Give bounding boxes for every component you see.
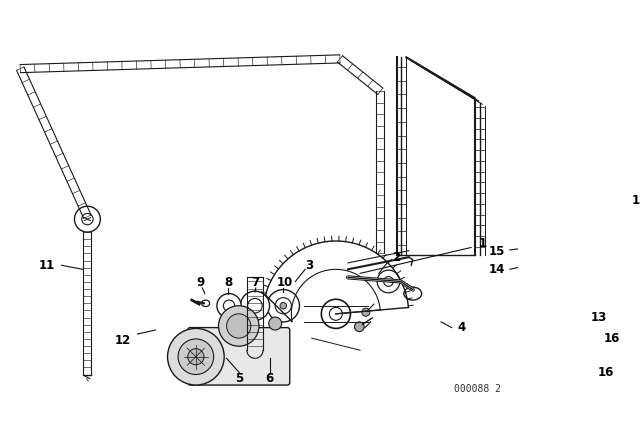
Circle shape <box>280 302 287 309</box>
Circle shape <box>355 322 364 332</box>
Text: 13: 13 <box>591 311 607 324</box>
Circle shape <box>540 375 548 383</box>
Ellipse shape <box>404 287 422 300</box>
Circle shape <box>377 270 400 293</box>
Circle shape <box>529 248 535 255</box>
Circle shape <box>267 289 300 322</box>
Text: 3: 3 <box>305 259 313 272</box>
Text: 7: 7 <box>252 276 260 289</box>
Text: 10: 10 <box>276 276 293 289</box>
Text: 1: 1 <box>479 237 487 250</box>
Circle shape <box>528 260 536 268</box>
Text: 11: 11 <box>39 259 55 272</box>
Ellipse shape <box>202 300 210 306</box>
Circle shape <box>217 293 241 318</box>
Circle shape <box>534 322 542 330</box>
Circle shape <box>178 339 214 375</box>
Circle shape <box>168 328 224 385</box>
Circle shape <box>218 306 259 346</box>
Text: 14: 14 <box>489 263 505 276</box>
FancyBboxPatch shape <box>188 327 290 385</box>
Text: 15: 15 <box>489 245 505 258</box>
Text: 5: 5 <box>236 372 244 385</box>
Text: 17: 17 <box>631 194 640 207</box>
Text: 6: 6 <box>266 372 274 385</box>
Text: 8: 8 <box>224 276 232 289</box>
Circle shape <box>241 291 269 320</box>
Text: 16: 16 <box>604 332 620 345</box>
Text: 4: 4 <box>457 321 465 334</box>
Text: 000088 2: 000088 2 <box>454 384 501 394</box>
Text: 9: 9 <box>196 276 205 289</box>
Text: 16: 16 <box>597 366 614 379</box>
Circle shape <box>362 308 370 316</box>
Circle shape <box>227 314 251 338</box>
Circle shape <box>188 349 204 365</box>
Text: 12: 12 <box>115 334 131 347</box>
Circle shape <box>269 317 282 330</box>
Text: 2: 2 <box>392 251 401 264</box>
